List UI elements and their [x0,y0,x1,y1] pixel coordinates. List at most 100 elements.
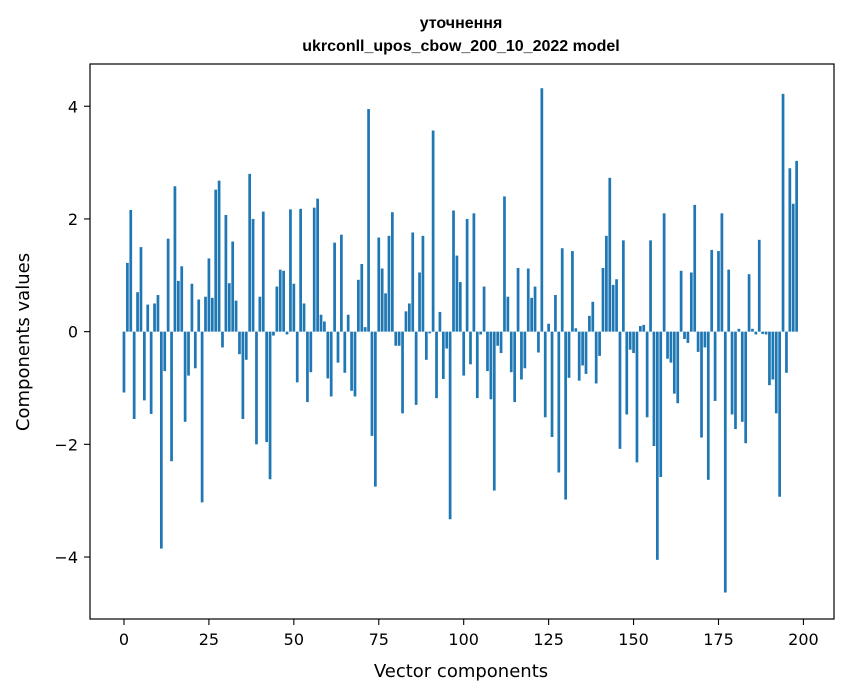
x-tick-label: 125 [533,630,564,649]
bar-137 [588,315,591,332]
bar-133 [574,328,578,332]
bar-126 [550,331,554,438]
bar-110 [496,331,500,346]
bar-63 [336,331,340,363]
bar-17 [180,266,184,332]
bar-18 [183,331,187,422]
bar-47 [282,270,285,332]
bar-52 [299,208,302,332]
bar-55 [309,331,313,373]
x-axis-ticks: 0 25 50 75 100 125 150 175 200 [119,619,819,649]
y-tick-label: 4 [68,97,78,116]
bar-111 [499,331,503,354]
bar-106 [482,286,486,332]
bar-165 [683,331,686,339]
y-tick-label: −2 [54,435,78,454]
bar-25 [207,258,211,332]
bar-44 [272,331,275,336]
bar-107 [486,331,489,372]
bar-97 [452,210,455,332]
bar-40 [258,296,262,332]
bar-135 [581,331,584,366]
bar-198 [795,160,798,332]
bar-57 [316,198,319,332]
bar-43 [268,331,272,480]
bar-160 [666,331,669,359]
bar-131 [567,331,571,378]
bar-65 [343,331,347,373]
bar-88 [421,235,425,332]
bar-79 [391,212,394,332]
bar-180 [734,331,737,430]
bar-167 [689,272,693,332]
bar-146 [618,331,622,449]
bar-98 [455,255,459,332]
bar-22 [197,299,201,332]
chart-title-line-2: ukrconll_upos_cbow_200_10_2022 model [302,38,619,55]
bar-112 [503,196,506,332]
y-axis-label: Components values [13,253,34,431]
x-tick-label: 25 [199,630,219,649]
bar-185 [751,328,754,332]
bar-101 [465,218,469,332]
bar-8 [149,331,153,414]
bar-69 [357,279,360,332]
bar-151 [635,331,639,463]
bar-195 [785,331,788,373]
bar-158 [659,331,663,478]
bar-19 [187,331,190,376]
bar-26 [210,297,214,332]
bar-46 [278,269,282,332]
bar-29 [221,331,224,348]
bar-150 [632,331,635,354]
bar-184 [747,274,751,332]
y-tick-label: −4 [54,548,78,567]
bar-16 [176,280,180,332]
bar-115 [513,331,517,403]
bar-187 [757,239,761,332]
bar-0 [122,331,126,393]
bar-120 [530,297,533,332]
bar-138 [591,301,595,332]
x-tick-label: 100 [448,630,479,649]
bar-4 [136,292,139,332]
bar-129 [560,248,564,332]
bar-156 [652,331,656,447]
bar-38 [251,218,255,332]
bar-21 [193,331,197,369]
bar-84 [407,303,411,332]
bar-109 [492,331,496,491]
bar-173 [710,249,714,332]
bar-128 [557,331,561,473]
bar-139 [594,331,598,384]
bar-53 [302,303,306,332]
bar-174 [713,331,717,401]
bar-154 [645,331,649,418]
bar-193 [778,331,781,497]
bar-23 [200,331,204,503]
bar-152 [639,326,642,332]
bar-96 [448,331,452,520]
bar-42 [265,331,269,443]
bar-176 [720,213,724,332]
bar-86 [414,331,418,405]
bar-114 [509,331,513,373]
bar-14 [170,331,173,462]
bar-147 [622,240,625,332]
bar-3 [132,331,136,419]
bar-30 [224,215,228,332]
bar-102 [469,331,472,365]
y-tick-label: 0 [68,323,78,342]
bar-51 [295,331,299,383]
bar-50 [292,283,296,332]
bar-28 [217,180,221,332]
bar-15 [173,186,177,332]
bar-66 [346,314,350,332]
bar-1 [126,262,129,332]
bar-70 [360,264,364,332]
x-tick-label: 150 [618,630,649,649]
bar-113 [506,296,510,332]
bar-149 [628,331,632,350]
bar-75 [377,237,381,332]
bar-81 [397,331,401,346]
